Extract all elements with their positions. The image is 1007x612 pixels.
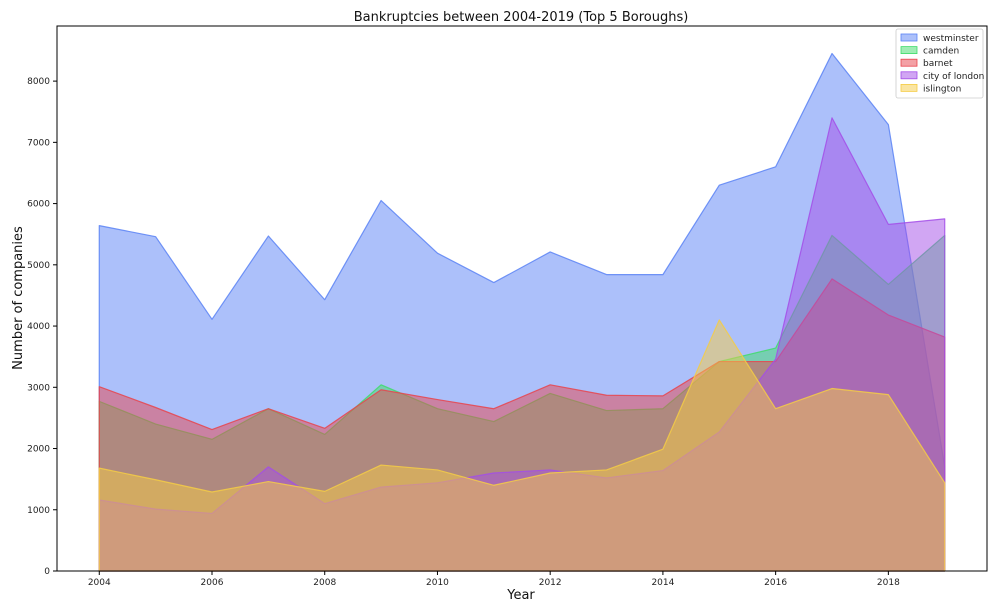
chart-title: Bankruptcies between 2004-2019 (Top 5 Bo… (354, 10, 689, 25)
x-tick-label: 2010 (426, 578, 449, 588)
y-tick-label: 1000 (27, 506, 50, 516)
y-axis-label: Number of companies (11, 226, 26, 370)
x-tick-label: 2006 (201, 578, 224, 588)
legend-swatch-islington (900, 84, 918, 92)
y-tick-label: 7000 (27, 138, 50, 148)
legend-swatch-city-of-london (900, 71, 918, 80)
x-tick-label: 2016 (764, 578, 787, 588)
y-tick-label: 8000 (27, 77, 50, 87)
legend-label-westminster: westminster (923, 34, 979, 44)
plot-frame (56, 25, 988, 572)
x-tick-label: 2008 (313, 578, 336, 588)
area-series-group (98, 52, 946, 572)
x-axis-label: Year (506, 588, 535, 603)
y-tick-label: 2000 (27, 445, 50, 455)
y-tick-label: 4000 (27, 322, 50, 332)
legend: westminster camden barnet city of london isl… (895, 28, 984, 99)
legend-swatch-barnet (900, 58, 918, 67)
y-tick-label: 0 (44, 567, 50, 577)
x-tick-label: 2012 (539, 578, 562, 588)
legend-label-barnet: barnet (923, 59, 953, 69)
area-series-islington (98, 319, 946, 572)
x-tick-label: 2018 (877, 578, 900, 588)
legend-label-city-of-london: city of london (923, 72, 984, 82)
x-tick-label: 2014 (651, 578, 674, 588)
legend-swatch-westminster (900, 33, 918, 42)
legend-label-islington: islington (923, 84, 961, 94)
y-tick-label: 3000 (27, 383, 50, 393)
legend-box (895, 28, 984, 99)
axes-group: 2004 2006 2008 2010 2012 2014 2016 2018 0 1000 200… (27, 25, 988, 588)
x-tick-label: 2004 (88, 578, 111, 588)
y-tick-label: 6000 (27, 200, 50, 210)
legend-label-camden: camden (923, 47, 959, 57)
legend-swatch-camden (900, 46, 918, 54)
y-tick-label: 5000 (27, 261, 50, 271)
